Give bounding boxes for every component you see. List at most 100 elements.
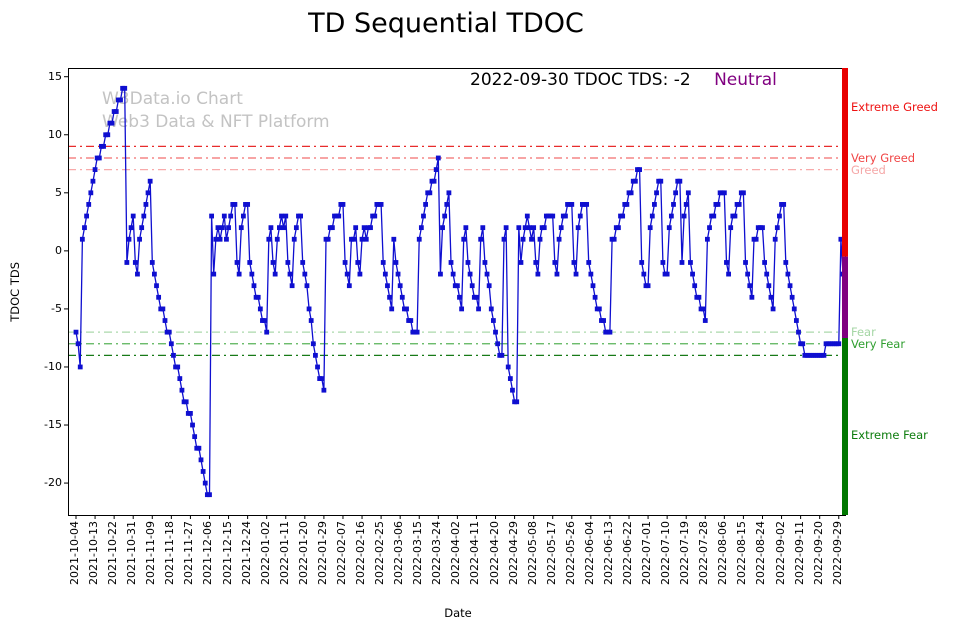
series-marker [130, 213, 136, 219]
x-tick-label: 2021-10-22 [106, 521, 120, 585]
x-tick-label: 2021-12-24 [239, 521, 253, 585]
series-marker [86, 202, 92, 207]
series-marker [380, 260, 386, 265]
series-marker [336, 213, 342, 219]
series-marker [219, 225, 225, 231]
y-tick-label: -20 [44, 476, 62, 490]
series-marker [202, 480, 208, 486]
x-tick-label: 2022-02-16 [354, 521, 368, 585]
series-marker [787, 283, 793, 289]
series-marker [624, 202, 630, 207]
series-marker [503, 225, 509, 231]
series-marker [592, 294, 598, 300]
series-marker [393, 260, 399, 265]
series-marker [137, 236, 142, 242]
series-marker [88, 190, 94, 196]
zone-label-fear: Fear [851, 325, 876, 340]
watermark-line2: Web3 Data & NFT Platform [102, 112, 330, 132]
series-marker [628, 190, 634, 196]
series-marker [73, 329, 79, 335]
series-marker [836, 341, 842, 347]
series-marker [688, 260, 693, 265]
x-tick-label: 2021-12-15 [220, 521, 234, 585]
series-marker [427, 190, 433, 196]
x-tick-label: 2022-09-02 [773, 521, 787, 585]
series-marker [690, 271, 695, 277]
x-tick-label: 2022-02-25 [373, 521, 387, 585]
series-marker [666, 225, 672, 231]
series-marker [151, 271, 157, 277]
series-marker [221, 213, 227, 219]
x-tick-label: 2022-05-26 [563, 521, 577, 585]
x-tick-label: 2021-12-06 [201, 521, 215, 585]
series-marker [789, 294, 795, 300]
series-marker [611, 236, 617, 242]
series-marker [601, 318, 606, 323]
watermark-line1: W3Data.io Chart [102, 89, 243, 109]
series-marker [501, 236, 507, 242]
series-marker [505, 364, 511, 370]
series-marker [156, 294, 162, 300]
series-marker [838, 236, 844, 242]
x-tick-label: 2022-05-17 [544, 521, 558, 585]
x-tick-label: 2022-07-10 [659, 521, 673, 585]
series-marker [105, 132, 111, 138]
series-marker [281, 225, 287, 231]
series-marker [300, 260, 306, 265]
series-marker [344, 271, 350, 277]
annotation-date-text: 2022-09-30 TDOC TDS: -2 [470, 70, 691, 90]
series-marker [571, 260, 577, 265]
zone-label-extreme-greed: Extreme Greed [851, 99, 938, 114]
series-marker [616, 225, 621, 231]
series-marker [514, 399, 520, 405]
series-marker [563, 213, 568, 219]
series-marker [404, 306, 409, 312]
series-marker [457, 294, 462, 300]
x-tick-label: 2022-09-11 [792, 521, 806, 585]
series-marker [522, 225, 528, 231]
series-marker [372, 213, 378, 219]
series-marker [399, 294, 405, 300]
zone-label-very-greed: Very Greed [851, 150, 916, 165]
series-marker [438, 271, 443, 277]
series-marker [315, 364, 320, 370]
series-marker [287, 271, 293, 277]
series-marker [768, 294, 774, 300]
x-tick-label: 2022-05-08 [525, 521, 539, 585]
annotation-sentiment: Neutral [714, 70, 777, 90]
x-tick-label: 2022-09-20 [811, 521, 825, 585]
series-marker [274, 236, 280, 242]
series-marker [516, 225, 522, 231]
x-tick-label: 2022-01-29 [315, 521, 329, 585]
series-marker [482, 260, 488, 265]
series-marker [92, 167, 98, 172]
series-marker [82, 225, 87, 231]
series-marker [192, 434, 198, 440]
series-marker [728, 225, 734, 231]
series-marker [484, 271, 490, 277]
series-marker [183, 399, 189, 405]
series-marker [700, 306, 706, 312]
series-marker [353, 225, 359, 231]
series-marker [463, 225, 469, 231]
series-marker [569, 202, 575, 207]
x-tick-label: 2021-11-09 [144, 521, 158, 585]
series-marker [435, 155, 441, 161]
series-marker [355, 260, 361, 265]
series-marker [590, 283, 596, 289]
series-marker [196, 445, 202, 451]
series-marker [507, 376, 513, 381]
series-marker [541, 225, 547, 231]
x-tick-label: 2022-01-20 [296, 521, 310, 585]
series-marker [446, 190, 452, 196]
x-tick-label: 2022-08-06 [716, 521, 730, 585]
series-marker [476, 306, 481, 312]
series-marker [486, 283, 492, 289]
series-marker [495, 341, 501, 347]
series-marker [573, 271, 579, 277]
series-marker [442, 213, 448, 219]
axes-frame [68, 68, 846, 516]
series-marker [575, 225, 581, 231]
series-marker [679, 260, 685, 265]
